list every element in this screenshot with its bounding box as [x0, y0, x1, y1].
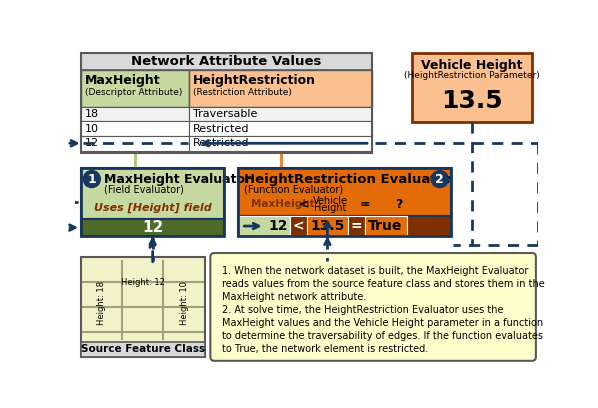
Bar	[81, 121, 190, 136]
Bar	[81, 53, 371, 153]
Bar	[237, 216, 451, 236]
Bar	[290, 216, 307, 236]
Text: Network Attribute Values: Network Attribute Values	[131, 55, 322, 68]
Text: 12: 12	[142, 220, 163, 235]
Bar	[81, 53, 371, 70]
Text: (Restriction Attribute): (Restriction Attribute)	[193, 89, 292, 98]
Bar	[347, 216, 365, 236]
Text: MaxHeight: MaxHeight	[251, 200, 315, 209]
Text: 10: 10	[85, 124, 99, 134]
Text: =: =	[350, 219, 362, 233]
Text: =: =	[360, 198, 371, 211]
Bar	[190, 70, 371, 107]
Text: True: True	[368, 219, 402, 233]
Text: Vehicle Height: Vehicle Height	[421, 59, 523, 72]
Bar	[412, 53, 532, 122]
Bar	[365, 216, 407, 236]
Text: 2. At solve time, the HeightRestriction Evaluator uses the
MaxHeight values and : 2. At solve time, the HeightRestriction …	[222, 305, 543, 354]
Bar	[81, 219, 224, 236]
Text: Restricted: Restricted	[193, 138, 250, 148]
Text: Height: 10: Height: 10	[179, 282, 188, 326]
Text: 12: 12	[268, 219, 288, 233]
Text: Vehicle: Vehicle	[313, 196, 348, 206]
Bar	[81, 341, 205, 357]
Bar	[190, 136, 371, 151]
Text: (Field Evaluator): (Field Evaluator)	[104, 184, 184, 194]
Text: Traversable: Traversable	[193, 109, 258, 119]
Text: 2: 2	[435, 173, 444, 186]
Text: 18: 18	[85, 109, 99, 119]
Bar	[81, 169, 224, 236]
Bar	[237, 169, 451, 236]
Bar	[307, 216, 347, 236]
Text: (HeightRestriction Parameter): (HeightRestriction Parameter)	[404, 71, 540, 80]
Text: Source Feature Class: Source Feature Class	[81, 344, 205, 354]
Text: HeightRestriction Evaluator: HeightRestriction Evaluator	[244, 173, 452, 186]
Text: HeightRestriction: HeightRestriction	[193, 74, 316, 87]
Text: 1: 1	[87, 173, 96, 186]
Text: 1. When the network dataset is built, the MaxHeight Evaluator
reads values from : 1. When the network dataset is built, th…	[222, 266, 545, 302]
FancyBboxPatch shape	[210, 253, 536, 361]
Text: Restricted: Restricted	[193, 124, 250, 134]
Text: Height: 12: Height: 12	[121, 278, 165, 287]
Bar	[237, 216, 290, 236]
Text: Height: 18: Height: 18	[97, 282, 106, 326]
Bar	[81, 257, 205, 357]
Text: 12: 12	[85, 138, 99, 148]
Bar	[81, 107, 190, 121]
Text: ?: ?	[395, 198, 402, 211]
Bar	[190, 121, 371, 136]
Bar	[81, 136, 190, 151]
Text: (Descriptor Attribute): (Descriptor Attribute)	[85, 89, 182, 98]
Text: Height: Height	[315, 203, 347, 213]
Text: <: <	[293, 219, 304, 233]
Bar	[81, 169, 224, 219]
Circle shape	[83, 171, 100, 188]
Text: 13.5: 13.5	[310, 219, 344, 233]
Circle shape	[431, 171, 448, 188]
Text: (Function Evaluator): (Function Evaluator)	[244, 184, 343, 194]
Text: 13.5: 13.5	[441, 89, 503, 113]
Text: MaxHeight Evaluator: MaxHeight Evaluator	[104, 173, 251, 186]
Text: Uses [Height] field: Uses [Height] field	[94, 203, 212, 213]
Bar	[81, 70, 190, 107]
Text: MaxHeight: MaxHeight	[85, 74, 160, 87]
Bar	[237, 169, 451, 216]
Text: <: <	[298, 198, 309, 211]
Bar	[190, 107, 371, 121]
